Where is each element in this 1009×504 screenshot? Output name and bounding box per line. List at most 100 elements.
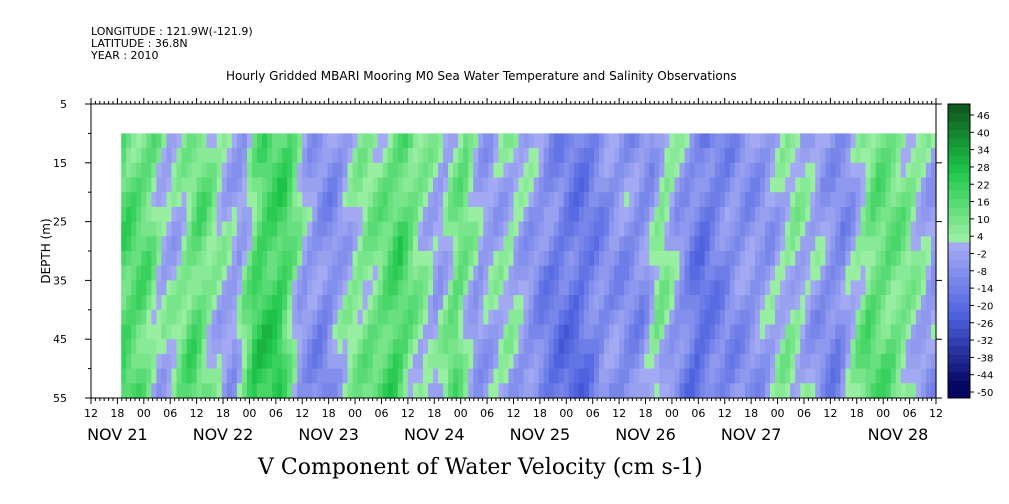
heatmap-cell	[679, 280, 686, 296]
heatmap-cell	[292, 236, 298, 252]
heatmap-cell	[342, 177, 349, 193]
heatmap-cell	[367, 324, 374, 340]
heatmap-cell	[211, 236, 218, 252]
heatmap-cell	[518, 295, 525, 311]
heatmap-cell	[800, 383, 806, 399]
heatmap-cell	[367, 148, 374, 164]
heatmap-cell	[599, 368, 605, 384]
heatmap-cell	[729, 133, 736, 149]
heatmap-cell	[593, 133, 600, 149]
heatmap-cell	[785, 265, 791, 281]
heatmap-cell	[578, 353, 585, 370]
heatmap-cell	[739, 324, 746, 340]
heatmap-cell	[835, 251, 842, 267]
heatmap-cell	[191, 236, 198, 252]
heatmap-cell	[925, 206, 932, 223]
heatmap-cell	[609, 177, 615, 193]
heatmap-cell	[639, 309, 645, 326]
heatmap-cell	[146, 339, 152, 355]
heatmap-cell	[458, 251, 464, 267]
heatmap-cell	[629, 162, 635, 179]
heatmap-cell	[251, 192, 258, 208]
heatmap-cell	[835, 162, 842, 179]
heatmap-cell	[498, 265, 505, 281]
heatmap-cell	[131, 251, 137, 267]
heatmap-cell	[699, 251, 706, 267]
heatmap-cell	[759, 133, 766, 149]
heatmap-cell	[216, 133, 223, 149]
heatmap-cell	[855, 295, 862, 311]
heatmap-cell	[518, 133, 525, 149]
heatmap-cell	[136, 339, 142, 355]
heatmap-cell	[548, 162, 555, 179]
heatmap-cell	[121, 192, 127, 208]
heatmap-cell	[724, 177, 731, 193]
heatmap-cell	[292, 251, 298, 267]
heatmap-cell	[372, 265, 379, 281]
heatmap-cell	[800, 295, 806, 311]
heatmap-cell	[634, 339, 640, 355]
heatmap-cell	[262, 221, 268, 237]
heatmap-cell	[221, 295, 228, 311]
heatmap-cell	[850, 309, 857, 326]
heatmap-cell	[196, 221, 203, 237]
heatmap-cell	[453, 339, 459, 355]
heatmap-cell	[488, 295, 494, 311]
heatmap-cell	[754, 368, 761, 384]
heatmap-cell	[634, 133, 640, 149]
heatmap-cell	[533, 236, 540, 252]
heatmap-cell	[246, 295, 253, 311]
heatmap-cell	[890, 206, 897, 223]
heatmap-cell	[327, 383, 334, 399]
heatmap-cell	[895, 353, 902, 370]
heatmap-cell	[493, 324, 500, 340]
heatmap-cell	[830, 339, 837, 355]
heatmap-cell	[438, 133, 444, 149]
heatmap-cell	[925, 309, 932, 326]
heatmap-cell	[915, 353, 922, 370]
heatmap-cell	[458, 221, 464, 237]
heatmap-cell	[267, 383, 273, 399]
heatmap-cell	[568, 265, 575, 281]
heatmap-cell	[895, 148, 902, 164]
heatmap-cell	[770, 177, 776, 193]
heatmap-cell	[146, 368, 152, 384]
heatmap-cell	[588, 148, 595, 164]
heatmap-cell	[226, 162, 233, 179]
heatmap-cell	[709, 280, 716, 296]
heatmap-cell	[528, 162, 535, 179]
heatmap-cell	[312, 251, 318, 267]
heatmap-cell	[679, 368, 686, 384]
heatmap-cell	[186, 162, 193, 179]
heatmap-cell	[588, 162, 595, 179]
heatmap-cell	[402, 236, 409, 252]
heatmap-cell	[790, 206, 796, 223]
heatmap-cell	[719, 339, 726, 355]
heatmap-cell	[764, 206, 771, 223]
heatmap-cell	[231, 221, 238, 237]
heatmap-cell	[312, 383, 318, 399]
heatmap-cell	[568, 324, 575, 340]
heatmap-cell	[543, 353, 550, 370]
heatmap-cell	[860, 162, 867, 179]
heatmap-cell	[749, 383, 756, 399]
heatmap-cell	[785, 309, 791, 326]
heatmap-cell	[905, 295, 912, 311]
heatmap-cell	[805, 383, 811, 399]
heatmap-cell	[764, 221, 771, 237]
heatmap-cell	[543, 265, 550, 281]
heatmap-cell	[855, 236, 862, 252]
heatmap-cell	[679, 324, 686, 340]
heatmap-cell	[438, 162, 444, 179]
heatmap-cell	[483, 265, 489, 281]
heatmap-cell	[724, 353, 731, 370]
heatmap-cell	[292, 368, 298, 384]
heatmap-cell	[573, 133, 580, 149]
heatmap-cell	[644, 192, 650, 208]
heatmap-cell	[352, 148, 359, 164]
heatmap-cell	[241, 265, 248, 281]
heatmap-cell	[392, 251, 399, 267]
heatmap-cell	[865, 206, 872, 223]
heatmap-cell	[176, 236, 183, 252]
colorbar-swatch	[948, 173, 970, 183]
